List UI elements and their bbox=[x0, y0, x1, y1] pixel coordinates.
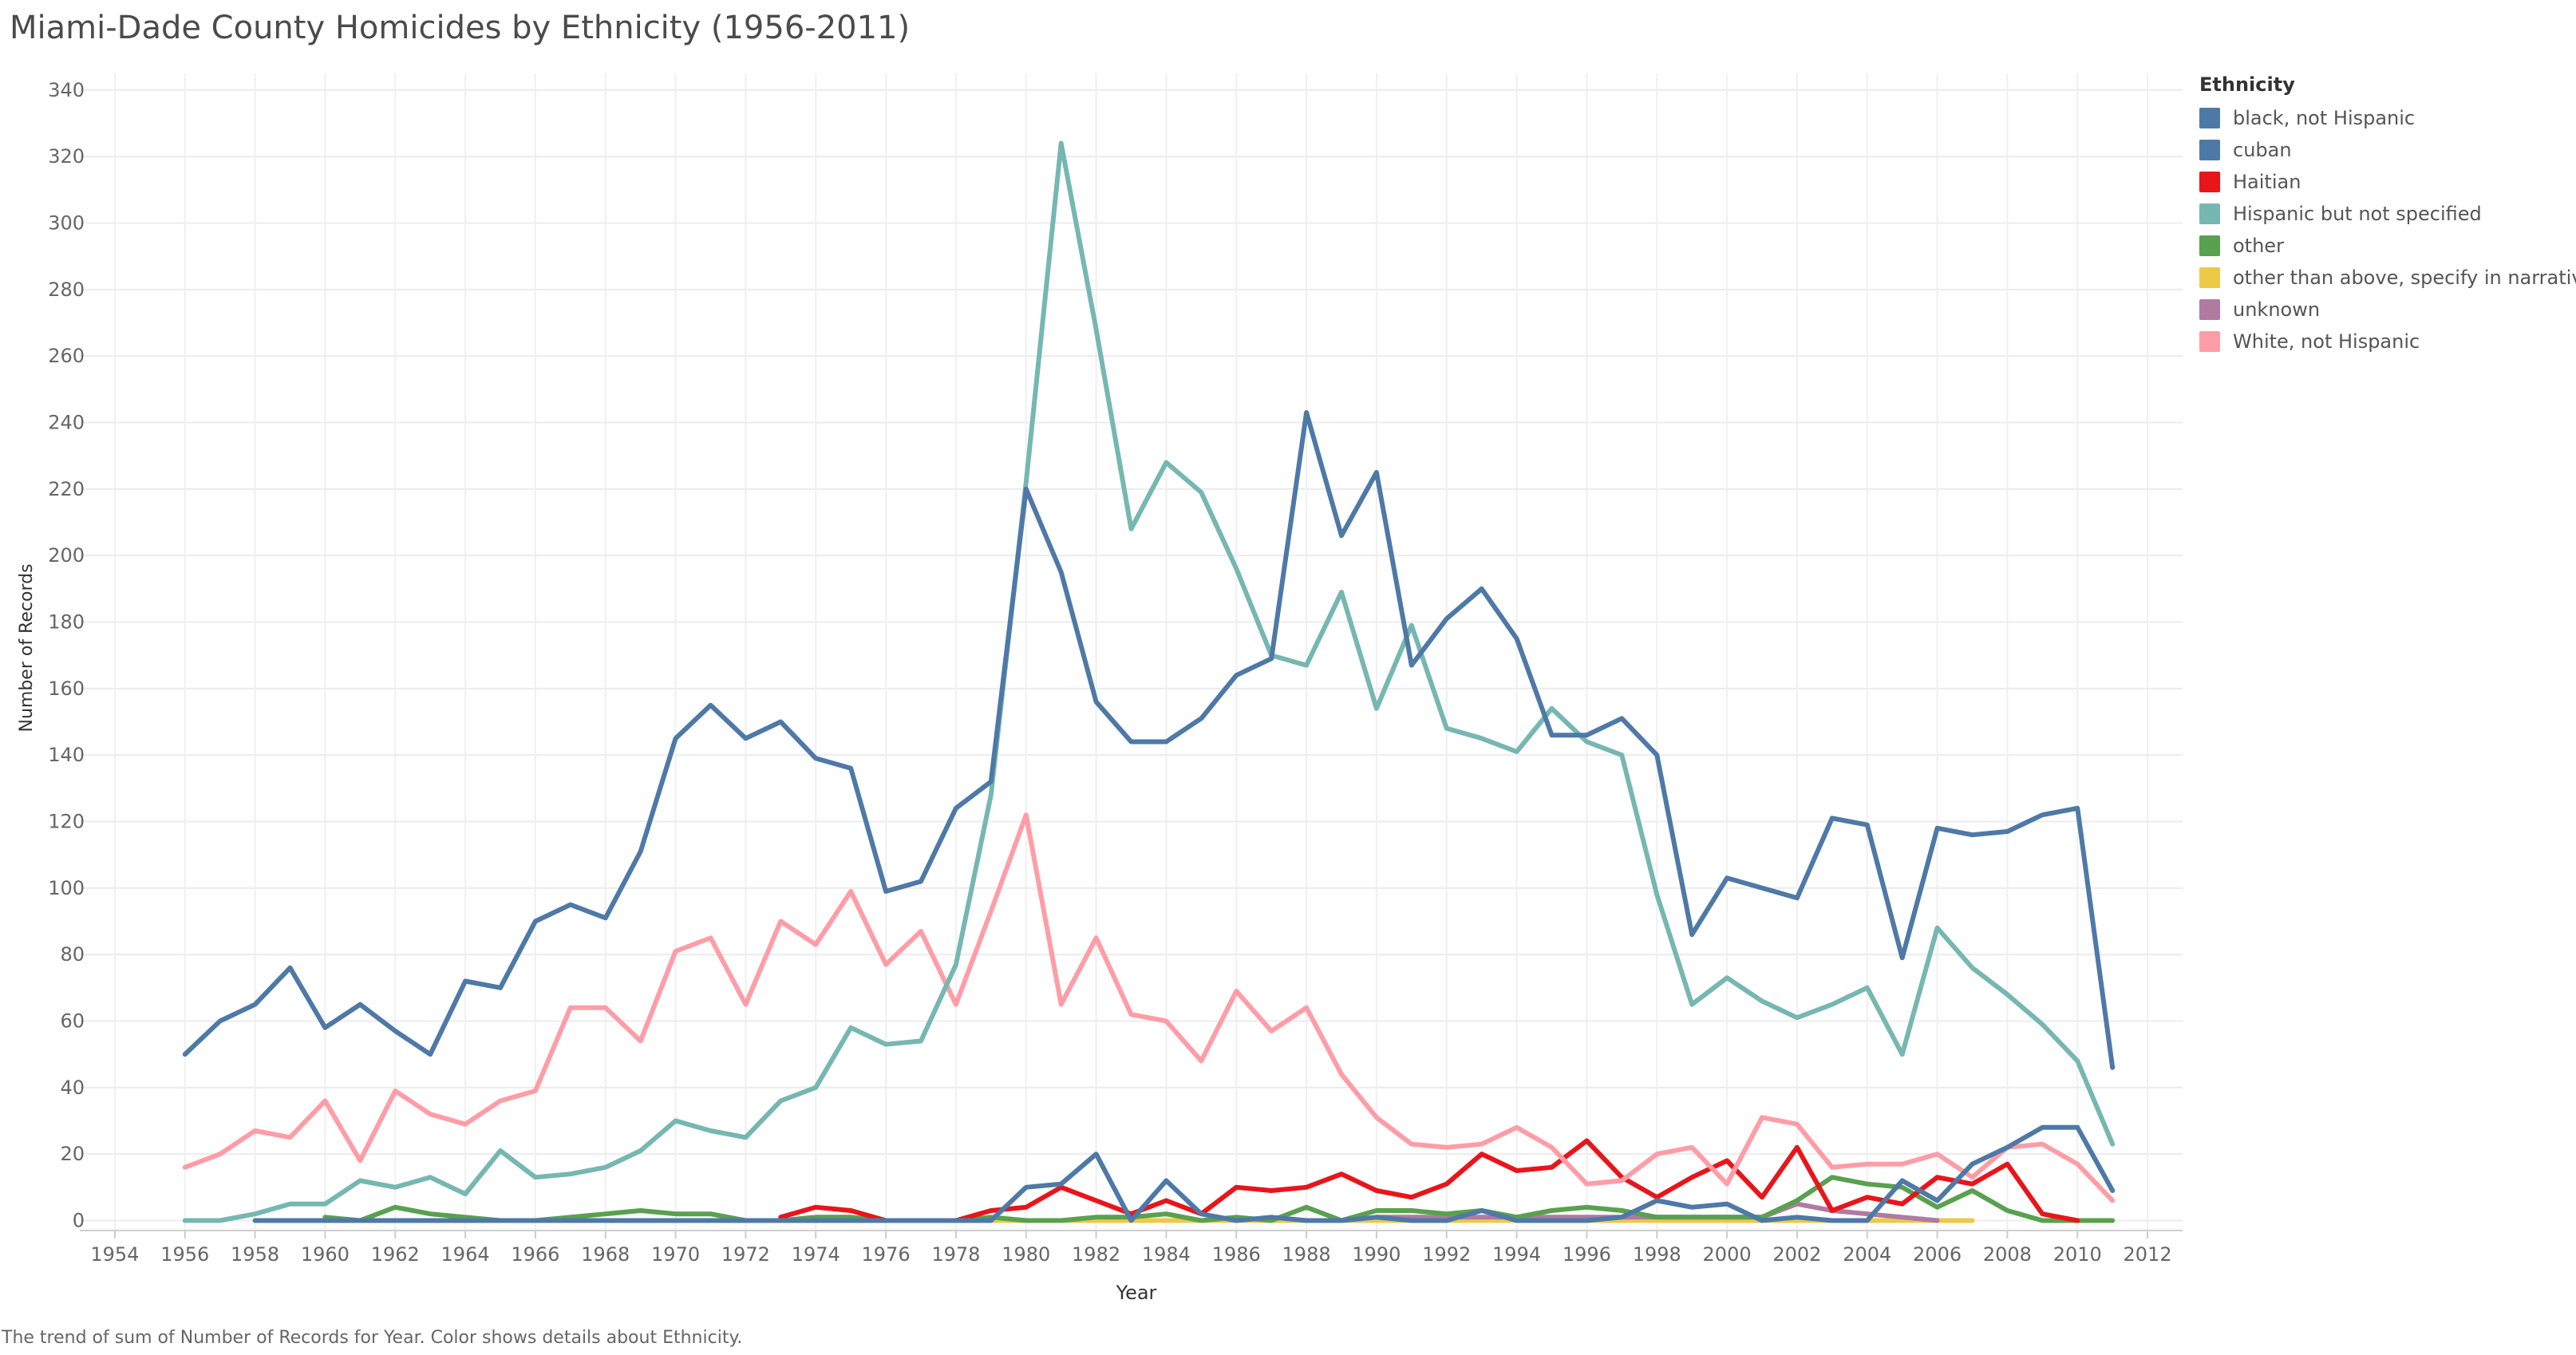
legend-label: Haitian bbox=[2233, 171, 2301, 193]
legend-label: unknown bbox=[2233, 298, 2321, 321]
legend-label: White, not Hispanic bbox=[2233, 330, 2420, 353]
x-tick-label: 1954 bbox=[90, 1243, 139, 1266]
x-tick-label: 1986 bbox=[1212, 1243, 1261, 1266]
legend-label: Hispanic but not specified bbox=[2233, 203, 2482, 225]
x-tick-label: 1968 bbox=[581, 1243, 630, 1266]
x-tick-label: 1976 bbox=[862, 1243, 911, 1266]
x-tick-label: 1974 bbox=[792, 1243, 840, 1266]
legend-swatch bbox=[2199, 235, 2220, 256]
y-tick-label: 220 bbox=[48, 478, 85, 500]
y-tick-label: 20 bbox=[60, 1143, 85, 1165]
x-tick-label: 1990 bbox=[1352, 1243, 1401, 1266]
gridlines bbox=[80, 73, 2183, 1231]
x-tick-label: 2002 bbox=[1772, 1243, 1821, 1266]
y-tick-label: 180 bbox=[48, 611, 85, 634]
x-tick-label: 1984 bbox=[1142, 1243, 1191, 1266]
legend: Ethnicity black, not Hispanic cuban Haitia… bbox=[2199, 73, 2576, 358]
legend-label: other than above, specify in narrative bbox=[2233, 267, 2576, 289]
axes: 0 20 40 60 80 100 120 140 160 180 200 220 240 260 280 3… bbox=[48, 79, 2183, 1266]
y-tick-label: 160 bbox=[48, 678, 85, 700]
x-tick-label: 1998 bbox=[1633, 1243, 1681, 1266]
chart-caption: The trend of sum of Number of Records fo… bbox=[2, 1328, 743, 1348]
y-tick-label: 60 bbox=[60, 1010, 85, 1033]
x-tick-label: 1964 bbox=[441, 1243, 490, 1266]
x-tick-label: 2000 bbox=[1703, 1243, 1752, 1266]
legend-swatch bbox=[2199, 108, 2220, 128]
y-tick-label: 100 bbox=[48, 877, 85, 899]
series-line-white-not-hispanic bbox=[182, 812, 2116, 1203]
y-tick-label: 40 bbox=[60, 1076, 85, 1099]
x-tick-label: 1992 bbox=[1422, 1243, 1471, 1266]
x-tick-label: 1982 bbox=[1072, 1243, 1120, 1266]
x-tick-label: 1956 bbox=[160, 1243, 209, 1266]
series-line-cuban bbox=[252, 1124, 2116, 1223]
x-tick-label: 1972 bbox=[721, 1243, 770, 1266]
legend-swatch bbox=[2199, 267, 2220, 288]
x-tick-label: 1988 bbox=[1282, 1243, 1331, 1266]
legend-items: black, not Hispanic cuban Haitian Hispanic … bbox=[2199, 102, 2576, 358]
legend-swatch bbox=[2199, 299, 2220, 320]
series-line-black-not-hispanic bbox=[182, 410, 2116, 1070]
x-tick-label: 1960 bbox=[301, 1243, 350, 1266]
legend-item-black-not-hispanic[interactable]: black, not Hispanic bbox=[2199, 102, 2576, 134]
legend-item-white-not-hispanic[interactable]: White, not Hispanic bbox=[2199, 326, 2576, 358]
x-axis-title: Year bbox=[1116, 1282, 1157, 1304]
y-tick-label: 200 bbox=[48, 544, 85, 567]
legend-swatch bbox=[2199, 140, 2220, 160]
x-tick-label: 1978 bbox=[931, 1243, 980, 1266]
y-tick-label: 0 bbox=[73, 1210, 85, 1232]
x-tick-label: 1980 bbox=[1002, 1243, 1050, 1266]
x-tick-label: 2008 bbox=[1983, 1243, 2032, 1266]
legend-item-unknown[interactable]: unknown bbox=[2199, 294, 2576, 326]
legend-swatch bbox=[2199, 172, 2220, 192]
x-tick-label: 1962 bbox=[371, 1243, 420, 1266]
legend-item-other[interactable]: other bbox=[2199, 230, 2576, 262]
series-line-hispanic-but-not-specified bbox=[182, 140, 2116, 1223]
y-tick-label: 140 bbox=[48, 744, 85, 766]
x-tick-label: 1970 bbox=[651, 1243, 700, 1266]
y-tick-label: 260 bbox=[48, 345, 85, 367]
y-tick-label: 80 bbox=[60, 943, 85, 966]
legend-label: cuban bbox=[2233, 139, 2292, 161]
series-line-haitian bbox=[778, 1138, 2080, 1223]
legend-item-haitian[interactable]: Haitian bbox=[2199, 166, 2576, 198]
series-lines bbox=[182, 140, 2116, 1223]
x-tick-label: 2004 bbox=[1843, 1243, 1891, 1266]
x-tick-label: 1996 bbox=[1563, 1243, 1611, 1266]
x-tick-label: 2010 bbox=[2053, 1243, 2102, 1266]
legend-swatch bbox=[2199, 203, 2220, 224]
y-axis-title: Number of Records bbox=[17, 563, 37, 732]
x-tick-label: 1958 bbox=[231, 1243, 279, 1266]
x-tick-label: 1966 bbox=[511, 1243, 559, 1266]
y-tick-label: 300 bbox=[48, 212, 85, 235]
y-tick-label: 340 bbox=[48, 79, 85, 101]
chart-title: Miami-Dade County Homicides by Ethnicity… bbox=[10, 10, 911, 46]
x-tick-label: 2006 bbox=[1913, 1243, 1962, 1266]
x-tick-label: 2012 bbox=[2124, 1243, 2172, 1266]
legend-label: black, not Hispanic bbox=[2233, 107, 2416, 129]
legend-item-other-than-above-specify-in-narrative[interactable]: other than above, specify in narrative bbox=[2199, 262, 2576, 294]
y-tick-label: 280 bbox=[48, 279, 85, 301]
y-tick-label: 320 bbox=[48, 145, 85, 168]
legend-label: other bbox=[2233, 235, 2284, 257]
legend-swatch bbox=[2199, 331, 2220, 352]
legend-item-cuban[interactable]: cuban bbox=[2199, 134, 2576, 166]
x-tick-label: 1994 bbox=[1492, 1243, 1541, 1266]
legend-item-hispanic-but-not-specified[interactable]: Hispanic but not specified bbox=[2199, 198, 2576, 230]
legend-title: Ethnicity bbox=[2199, 73, 2295, 96]
y-tick-label: 240 bbox=[48, 412, 85, 434]
y-tick-label: 120 bbox=[48, 811, 85, 833]
